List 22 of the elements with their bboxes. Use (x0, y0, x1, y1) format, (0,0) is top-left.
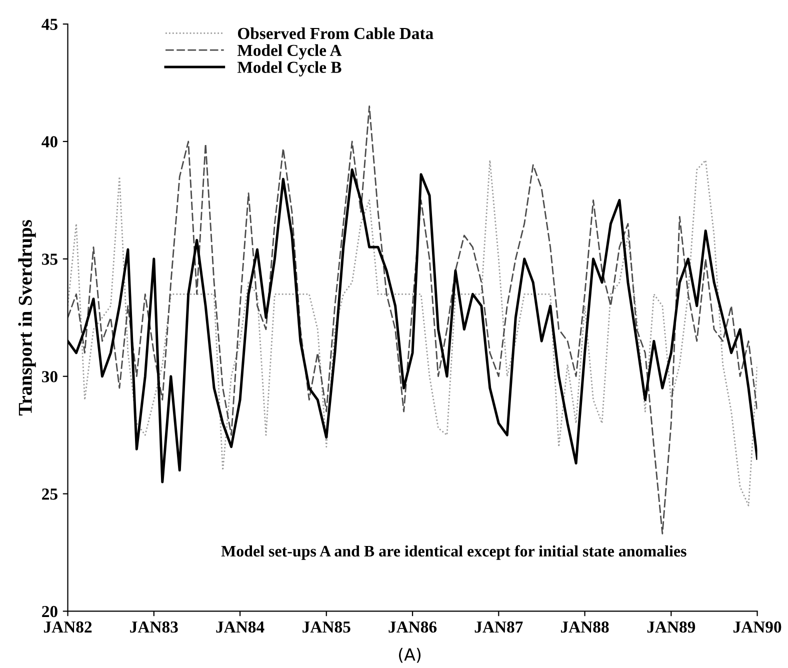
legend-label: Model Cycle B (237, 61, 342, 76)
x-tick-label: JAN85 (302, 621, 350, 633)
x-tick-label: JAN89 (647, 621, 696, 633)
x-tick-label: JAN87 (474, 621, 523, 633)
y-tick-label: 20 (42, 606, 58, 618)
legend-label: Model Cycle A (237, 44, 342, 60)
line-series (68, 106, 758, 534)
y-axis-title: Transport in Sverdrups (18, 220, 36, 416)
annotation: Model set-ups A and B are identical except for initial state anomalies (221, 545, 686, 560)
x-tick-label: JAN86 (388, 621, 437, 633)
x-tick-label: JAN84 (216, 621, 264, 633)
x-tick-label: JAN83 (130, 621, 178, 633)
y-tick-label: 45 (42, 18, 58, 30)
y-tick-label: 40 (42, 136, 58, 148)
y-tick-label: 30 (42, 371, 58, 382)
x-tick-label: JAN82 (44, 621, 92, 633)
text: (A) (398, 648, 421, 663)
legend-label: Observed From Cable Data (238, 27, 434, 40)
x-tick-label: JAN88 (560, 621, 609, 633)
y-tick-label: 35 (42, 254, 58, 265)
y-tick-label: 25 (42, 488, 58, 500)
x-tick-label: JAN90 (733, 621, 782, 633)
